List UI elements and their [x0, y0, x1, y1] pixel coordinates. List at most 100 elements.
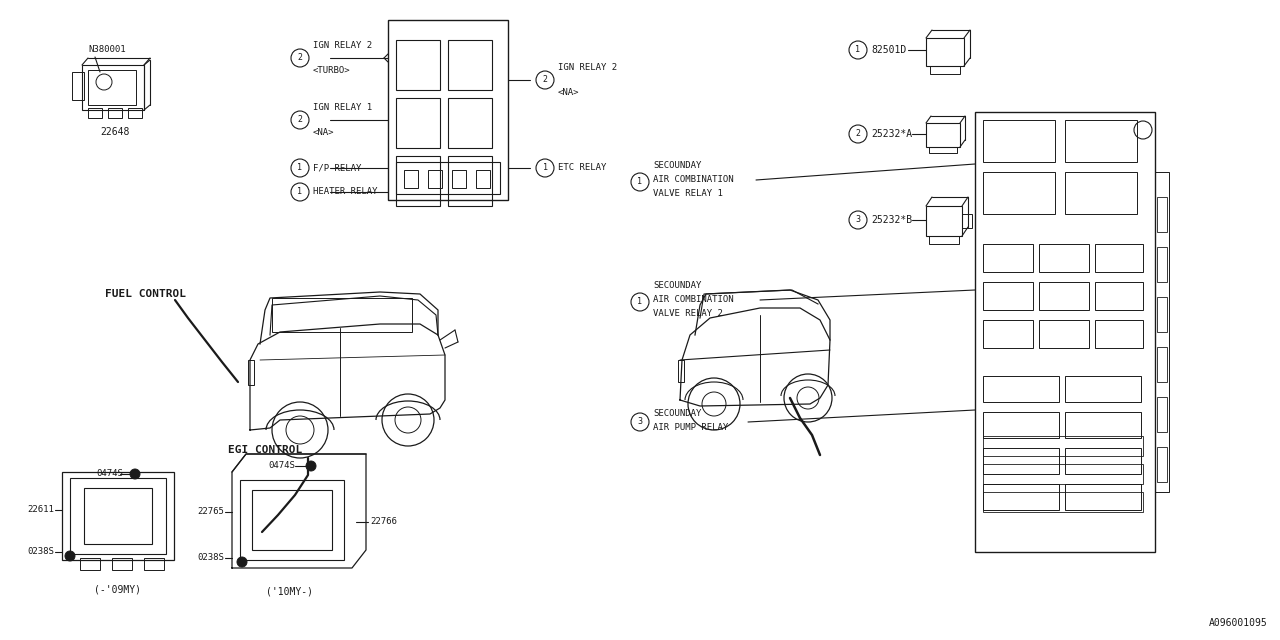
Text: SECOUNDAY: SECOUNDAY	[653, 161, 701, 170]
Text: <TURBO>: <TURBO>	[314, 66, 351, 75]
Text: 1: 1	[637, 298, 643, 307]
Bar	[975, 112, 1155, 552]
Text: A096001095: A096001095	[1210, 618, 1268, 628]
Text: HEATER RELAY: HEATER RELAY	[314, 188, 378, 196]
Bar	[1157, 347, 1167, 382]
Bar	[128, 108, 142, 118]
Bar	[1039, 282, 1089, 310]
Circle shape	[131, 469, 140, 479]
Text: F/P RELAY: F/P RELAY	[314, 163, 361, 173]
Text: ('10MY-): ('10MY-)	[266, 587, 314, 597]
Bar	[241, 480, 344, 560]
Text: IGN RELAY 2: IGN RELAY 2	[314, 41, 372, 50]
Bar	[1157, 397, 1167, 432]
Bar	[983, 464, 1143, 484]
Bar	[452, 170, 466, 188]
Bar	[113, 558, 132, 570]
Bar	[88, 108, 102, 118]
Text: <NA>: <NA>	[558, 88, 580, 97]
Bar	[983, 492, 1143, 512]
Text: 2: 2	[297, 54, 302, 63]
Text: AIR PUMP RELAY: AIR PUMP RELAY	[653, 424, 728, 433]
Bar	[963, 214, 972, 228]
Text: 1: 1	[855, 45, 860, 54]
Bar	[983, 484, 1059, 510]
Bar	[1065, 120, 1137, 162]
Bar	[925, 123, 960, 147]
Bar	[84, 488, 152, 544]
Text: N380001: N380001	[88, 45, 125, 54]
Bar	[929, 236, 959, 244]
Bar	[925, 206, 963, 236]
Bar	[983, 448, 1059, 474]
Bar	[388, 20, 508, 200]
Bar	[1157, 197, 1167, 232]
Text: IGN RELAY 2: IGN RELAY 2	[558, 63, 617, 72]
Bar	[1065, 172, 1137, 214]
Bar	[1039, 244, 1089, 272]
Text: (-'09MY): (-'09MY)	[95, 585, 142, 595]
Text: 1: 1	[543, 163, 548, 173]
Bar	[1157, 297, 1167, 332]
Text: 0238S: 0238S	[197, 554, 224, 563]
Text: SECOUNDAY: SECOUNDAY	[653, 282, 701, 291]
Bar	[476, 170, 490, 188]
Bar	[108, 108, 122, 118]
Bar	[1157, 447, 1167, 482]
Text: 0474S: 0474S	[96, 470, 123, 479]
Bar	[1065, 484, 1140, 510]
Bar	[1065, 448, 1140, 474]
Bar	[1155, 172, 1169, 492]
Bar	[248, 360, 253, 385]
Text: 1: 1	[637, 177, 643, 186]
Bar	[72, 72, 84, 100]
Text: SECOUNDAY: SECOUNDAY	[653, 410, 701, 419]
Bar	[61, 472, 174, 560]
Bar	[983, 436, 1143, 456]
Bar	[925, 38, 964, 66]
Bar	[983, 282, 1033, 310]
Bar	[1094, 244, 1143, 272]
Text: 2: 2	[543, 76, 548, 84]
Text: 3: 3	[637, 417, 643, 426]
Bar	[70, 478, 166, 554]
Text: 1: 1	[297, 163, 302, 173]
Text: ETC RELAY: ETC RELAY	[558, 163, 607, 173]
Bar	[79, 558, 100, 570]
Bar	[428, 170, 442, 188]
Bar	[678, 360, 684, 382]
Bar	[404, 170, 419, 188]
Text: AIR COMBINATION: AIR COMBINATION	[653, 175, 733, 184]
Bar	[1157, 247, 1167, 282]
Bar	[143, 558, 164, 570]
Bar	[396, 156, 440, 206]
Text: 82501D: 82501D	[870, 45, 906, 55]
Bar	[1065, 376, 1140, 402]
Text: 22765: 22765	[197, 508, 224, 516]
Bar	[448, 40, 492, 90]
Bar	[396, 162, 500, 194]
Bar	[396, 40, 440, 90]
Bar	[983, 172, 1055, 214]
Text: 22766: 22766	[370, 518, 397, 527]
Bar	[983, 376, 1059, 402]
Bar	[82, 65, 143, 110]
Text: VALVE RELAY 1: VALVE RELAY 1	[653, 189, 723, 198]
Text: 0238S: 0238S	[27, 547, 54, 557]
Bar	[929, 147, 957, 153]
Bar	[1094, 282, 1143, 310]
Text: <NA>: <NA>	[314, 128, 334, 137]
Text: 25232*A: 25232*A	[870, 129, 913, 139]
Text: 25232*B: 25232*B	[870, 215, 913, 225]
Bar	[88, 70, 136, 105]
Text: 0474S: 0474S	[268, 461, 294, 470]
Bar	[1065, 412, 1140, 438]
Bar	[1094, 320, 1143, 348]
Bar	[252, 490, 332, 550]
Bar	[983, 120, 1055, 162]
Text: AIR COMBINATION: AIR COMBINATION	[653, 296, 733, 305]
Circle shape	[237, 557, 247, 567]
Text: VALVE RELAY 2: VALVE RELAY 2	[653, 310, 723, 319]
Text: EGI CONTROL: EGI CONTROL	[228, 445, 302, 455]
Bar	[983, 412, 1059, 438]
